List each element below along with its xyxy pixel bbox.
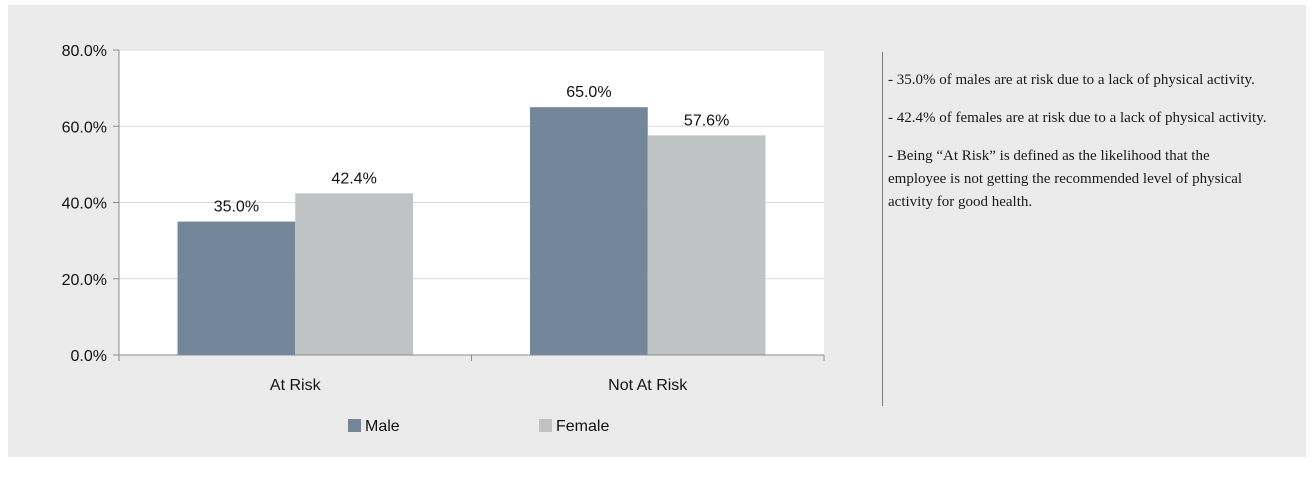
y-tick-label: 40.0%: [62, 196, 107, 213]
data-label: 65.0%: [566, 84, 611, 101]
legend-swatch-male: [348, 419, 361, 432]
bar-chart: 0.0% 20.0% 40.0% 60.0% 80.0% At Risk Not At R…: [62, 43, 825, 435]
note-female-at-risk: - 42.4% of females are at risk due to a …: [888, 110, 1267, 126]
chart-panel: 0.0% 20.0% 40.0% 60.0% 80.0% At Risk Not At R…: [8, 5, 1306, 457]
legend-label-female: Female: [556, 418, 609, 435]
x-tick-label: Not At Risk: [608, 377, 688, 394]
legend-label-male: Male: [365, 418, 400, 435]
bar-male-2: [530, 107, 648, 355]
y-tick-label: 60.0%: [62, 119, 107, 136]
data-label: 42.4%: [331, 170, 376, 187]
note-male-at-risk: - 35.0% of males are at risk due to a la…: [888, 72, 1255, 88]
bar-male-1: [177, 221, 296, 355]
y-tick-label: 0.0%: [71, 348, 107, 365]
legend: Male Female: [348, 418, 609, 435]
x-axis-ticks: At Risk Not At Risk: [118, 355, 825, 394]
data-label: 57.6%: [684, 112, 729, 129]
y-tick-label: 80.0%: [62, 43, 107, 60]
note-at-risk-definition: - Being “At Risk” is defined as the like…: [888, 148, 1243, 210]
x-tick-label: At Risk: [270, 377, 322, 394]
y-tick-label: 20.0%: [62, 272, 107, 289]
bar-female-2: [647, 135, 766, 355]
data-label: 35.0%: [214, 199, 259, 216]
notes-list: - 35.0% of males are at risk due to a la…: [888, 69, 1268, 229]
bars: [177, 107, 766, 355]
vertical-divider: [882, 52, 883, 406]
y-axis-ticks: 0.0% 20.0% 40.0% 60.0% 80.0%: [62, 43, 119, 365]
bar-female-1: [295, 193, 413, 355]
legend-swatch-female: [539, 419, 552, 432]
data-labels: 35.0% 42.4% 65.0% 57.6%: [214, 84, 730, 215]
